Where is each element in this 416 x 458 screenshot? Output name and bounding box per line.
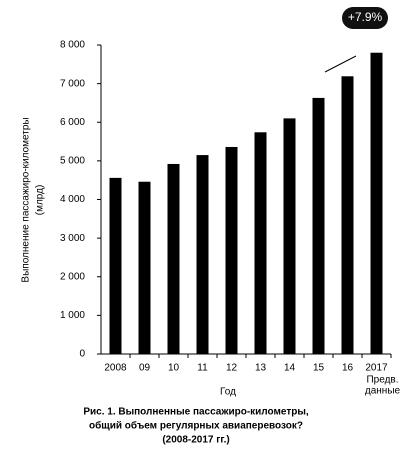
y-tick-label: 5 000 xyxy=(60,156,85,167)
bar xyxy=(283,118,296,354)
x-axis-title: Год xyxy=(220,387,236,398)
x-tick-label: 2017 xyxy=(365,363,388,374)
bar xyxy=(312,97,325,354)
y-tick-label: 3 000 xyxy=(60,233,85,244)
bar xyxy=(254,132,267,354)
bar xyxy=(196,155,209,354)
y-tick-label: 2 000 xyxy=(60,271,85,282)
y-tick-label: 7 000 xyxy=(60,78,85,89)
x-tick-note: данные xyxy=(365,386,401,397)
x-tick-label: 14 xyxy=(284,363,296,374)
x-tick-label: 13 xyxy=(255,363,267,374)
x-tick-label: 12 xyxy=(226,363,238,374)
x-tick-label: 09 xyxy=(139,363,151,374)
caption: Рис. 1. Выполненные пассажиро-километры, xyxy=(83,407,309,418)
annotation-bubble xyxy=(342,7,388,29)
x-tick-label: 16 xyxy=(342,363,354,374)
y-tick-label: 8 000 xyxy=(60,40,85,51)
caption: (2008-2017 гг.) xyxy=(162,435,229,446)
y-tick-label: 0 xyxy=(79,349,85,360)
y-axis-title: Выполнение пассажиро-километры xyxy=(21,117,32,282)
bar xyxy=(138,181,151,354)
bar xyxy=(225,146,238,354)
bar xyxy=(167,163,180,354)
x-tick-note: Предв. xyxy=(366,375,398,386)
y-tick-label: 1 000 xyxy=(60,310,85,321)
annotation-line xyxy=(324,55,357,73)
y-tick-label: 4 000 xyxy=(60,194,85,205)
x-tick-label: 11 xyxy=(197,363,208,374)
y-axis-title: (млрд) xyxy=(35,185,46,216)
bar xyxy=(370,52,383,354)
x-tick-label: 10 xyxy=(168,363,180,374)
bar xyxy=(341,76,354,354)
caption: общий объем регулярных авиаперевозок? xyxy=(89,420,303,432)
x-tick-label: 15 xyxy=(313,363,325,374)
x-tick-label: 2008 xyxy=(104,363,127,374)
y-tick-label: 6 000 xyxy=(60,117,85,128)
bar xyxy=(109,177,122,354)
annotation: +7.9% xyxy=(348,10,383,24)
